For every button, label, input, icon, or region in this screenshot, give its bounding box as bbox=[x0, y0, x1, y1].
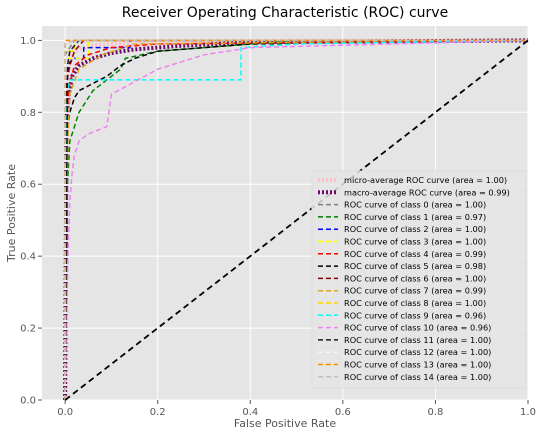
legend-label-2: ROC curve of class 0 (area = 1.00) bbox=[344, 200, 486, 210]
legend-label-6: ROC curve of class 4 (area = 0.99) bbox=[344, 249, 486, 259]
roc-series-line-11 bbox=[64, 39, 529, 401]
chance-diagonal-line bbox=[64, 39, 529, 401]
legend-label-11: ROC curve of class 9 (area = 0.96) bbox=[344, 310, 486, 320]
roc-series-line-3 bbox=[64, 39, 528, 401]
legend-label-3: ROC curve of class 1 (area = 0.97) bbox=[344, 212, 486, 222]
legend-label-9: ROC curve of class 7 (area = 0.99) bbox=[344, 286, 486, 296]
legend-label-16: ROC curve of class 14 (area = 1.00) bbox=[344, 372, 491, 382]
legend-label-10: ROC curve of class 8 (area = 1.00) bbox=[344, 298, 486, 308]
x-tick-label: 0.2 bbox=[150, 407, 166, 418]
y-tick-label: 0.0 bbox=[20, 396, 36, 407]
legend-box bbox=[311, 170, 527, 389]
legend-label-5: ROC curve of class 3 (area = 1.00) bbox=[344, 237, 486, 247]
x-tick-label: 0.8 bbox=[427, 407, 443, 418]
legend-label-12: ROC curve of class 10 (area = 0.96) bbox=[344, 323, 491, 333]
y-tick-label: 0.4 bbox=[20, 252, 36, 263]
y-tick-label: 0.2 bbox=[20, 324, 36, 335]
y-axis-label: True Positive Rate bbox=[5, 164, 18, 263]
legend-label-4: ROC curve of class 2 (area = 1.00) bbox=[344, 224, 486, 234]
chart-title: Receiver Operating Characteristic (ROC) … bbox=[122, 5, 448, 21]
x-tick-label: 1.0 bbox=[520, 407, 536, 418]
x-tick-label: 0.0 bbox=[57, 407, 73, 418]
legend-label-14: ROC curve of class 12 (area = 1.00) bbox=[344, 347, 491, 357]
series-group bbox=[63, 38, 529, 401]
y-tick-label: 0.8 bbox=[20, 108, 36, 119]
roc-series-line-16 bbox=[64, 39, 528, 400]
legend-label-8: ROC curve of class 6 (area = 1.00) bbox=[344, 273, 486, 283]
legend-label-1: macro-average ROC curve (area = 0.99) bbox=[344, 187, 510, 197]
x-tick-label: 0.4 bbox=[242, 407, 258, 418]
legend-label-7: ROC curve of class 5 (area = 0.98) bbox=[344, 261, 486, 271]
x-tick-label: 0.6 bbox=[335, 407, 351, 418]
roc-series-line-12 bbox=[64, 39, 529, 401]
y-tick-label: 1.0 bbox=[20, 36, 36, 47]
legend-label-0: micro-average ROC curve (area = 1.00) bbox=[344, 175, 507, 185]
legend-label-15: ROC curve of class 13 (area = 1.00) bbox=[344, 360, 491, 370]
legend-label-13: ROC curve of class 11 (area = 1.00) bbox=[344, 335, 491, 345]
y-tick-label: 0.6 bbox=[20, 180, 36, 191]
axis-ticks: 0.0 0.2 0.4 0.6 0.8 1.0 0.0 0.2 0.4 0.6 0.8 1.0 bbox=[20, 36, 536, 418]
legend: micro-average ROC curve (area = 1.00) mac… bbox=[311, 170, 527, 389]
x-axis-label: False Positive Rate bbox=[234, 417, 336, 430]
